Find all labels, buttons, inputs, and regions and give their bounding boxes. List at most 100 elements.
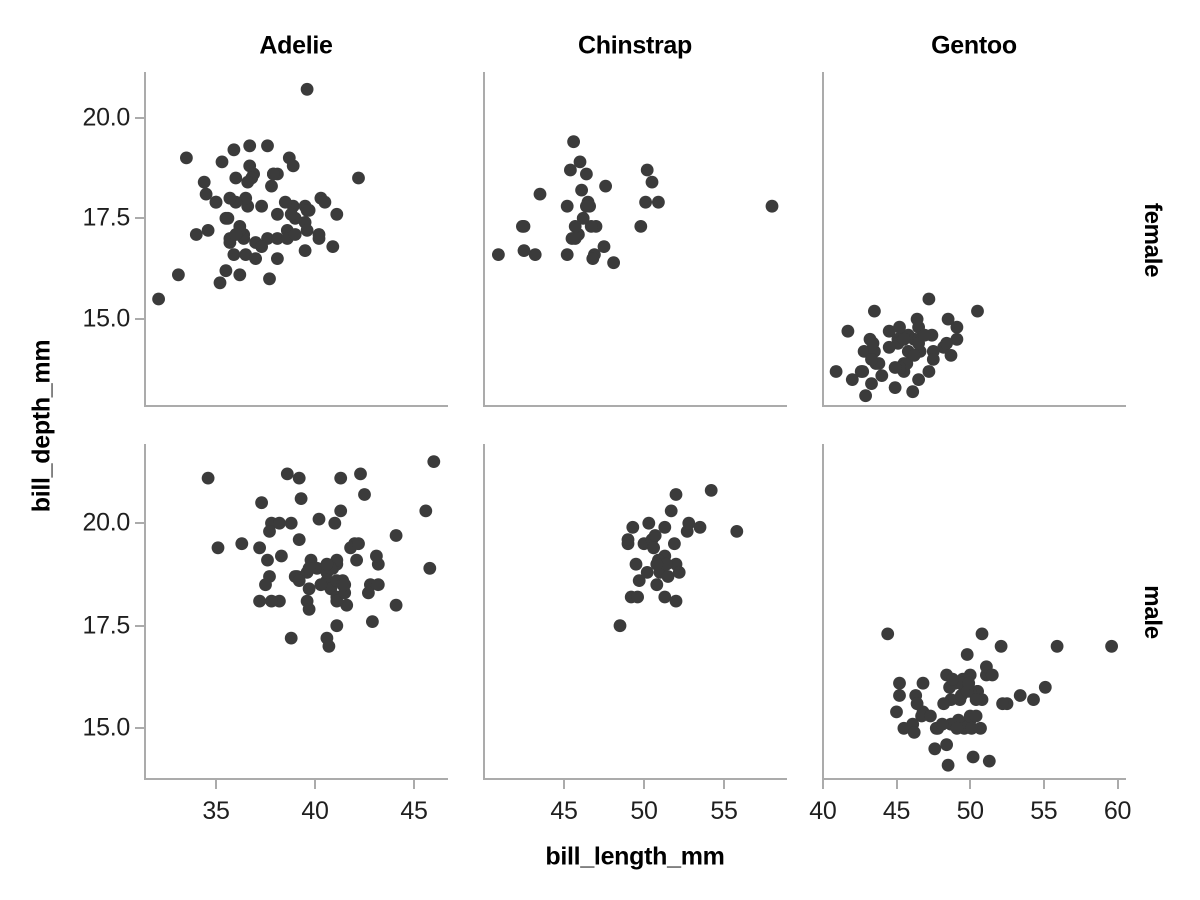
data-point <box>634 220 648 233</box>
data-point <box>312 512 326 526</box>
x-tick-label: 40 <box>809 797 837 825</box>
data-point <box>940 738 953 752</box>
y-tick-mark <box>135 116 144 119</box>
data-point <box>328 516 342 530</box>
data-point <box>265 179 278 193</box>
data-point <box>916 676 930 690</box>
data-point <box>172 268 185 282</box>
data-point <box>893 320 906 334</box>
data-point <box>866 336 880 350</box>
data-point <box>350 553 363 567</box>
data-point <box>352 171 365 185</box>
data-point <box>856 365 870 378</box>
data-point <box>599 179 612 193</box>
data-point <box>568 220 582 233</box>
data-point <box>647 541 660 555</box>
data-point <box>322 639 336 653</box>
data-point <box>658 520 672 534</box>
data-point <box>261 139 274 153</box>
data-point <box>199 187 213 201</box>
panel-chinstrap-male <box>483 444 787 780</box>
data-point <box>580 199 593 213</box>
x-tick-mark <box>723 780 725 789</box>
scatter-canvas-adelie-female <box>144 72 448 407</box>
data-point <box>881 627 895 641</box>
data-point <box>652 195 665 209</box>
facet-col-title-chinstrap: Chinstrap <box>578 31 692 60</box>
data-point <box>626 520 640 534</box>
data-point <box>255 496 268 510</box>
y-tick-label: 20.0 <box>82 508 131 537</box>
data-point <box>263 525 276 538</box>
scatter-canvas-gentoo-male <box>822 444 1126 780</box>
data-point <box>1027 693 1040 706</box>
data-point <box>284 516 298 530</box>
data-point <box>288 228 302 241</box>
x-tick-label: 35 <box>202 797 230 825</box>
data-point <box>865 377 878 390</box>
data-point <box>893 676 906 690</box>
data-point <box>912 373 925 386</box>
data-point <box>235 537 249 551</box>
data-point <box>275 549 288 563</box>
data-point <box>528 248 542 261</box>
data-point <box>249 252 262 265</box>
data-point <box>560 199 574 213</box>
data-point <box>284 631 298 645</box>
y-tick-label: 15.0 <box>82 713 131 742</box>
data-point <box>152 292 165 306</box>
data-point <box>971 304 984 318</box>
data-point <box>941 312 955 326</box>
data-point <box>362 586 375 600</box>
data-point <box>584 220 598 233</box>
data-point <box>859 389 872 403</box>
data-point <box>197 175 211 189</box>
data-point <box>273 516 286 530</box>
data-point <box>280 467 294 481</box>
y-tick-mark <box>135 217 144 220</box>
data-point <box>650 557 664 571</box>
data-point <box>865 353 878 366</box>
y-axis-label: bill_depth_mm <box>27 339 56 513</box>
data-point <box>271 232 284 245</box>
data-point <box>962 676 976 690</box>
data-point <box>704 484 718 497</box>
data-point <box>370 549 383 563</box>
data-point <box>642 516 656 530</box>
data-point <box>330 619 344 633</box>
data-point <box>910 312 924 326</box>
data-point <box>580 167 593 181</box>
x-tick-label: 45 <box>400 797 428 825</box>
data-point <box>573 155 587 169</box>
data-point <box>922 365 936 378</box>
data-point <box>560 248 574 261</box>
x-tick-mark <box>895 780 898 789</box>
data-point <box>259 578 272 592</box>
data-point <box>423 561 437 575</box>
data-point <box>632 574 646 587</box>
data-point <box>233 268 247 282</box>
data-point <box>302 561 316 575</box>
data-point <box>284 207 298 221</box>
data-point <box>239 248 253 261</box>
data-point <box>253 541 266 555</box>
data-point <box>223 191 237 205</box>
data-point <box>982 754 996 768</box>
data-point <box>227 143 241 157</box>
x-tick-label: 50 <box>956 797 985 825</box>
data-point <box>893 689 906 702</box>
data-point <box>672 566 686 579</box>
panel-adelie-female <box>144 72 448 407</box>
data-point <box>201 471 215 485</box>
data-point <box>664 504 678 518</box>
data-point <box>576 211 590 225</box>
data-point <box>221 211 235 225</box>
data-point <box>318 195 332 209</box>
data-point <box>1105 639 1118 653</box>
data-point <box>263 272 276 286</box>
data-point <box>875 369 889 382</box>
data-point <box>845 373 859 386</box>
x-tick-label: 40 <box>301 797 329 825</box>
data-point <box>868 304 881 318</box>
data-point <box>271 207 284 221</box>
